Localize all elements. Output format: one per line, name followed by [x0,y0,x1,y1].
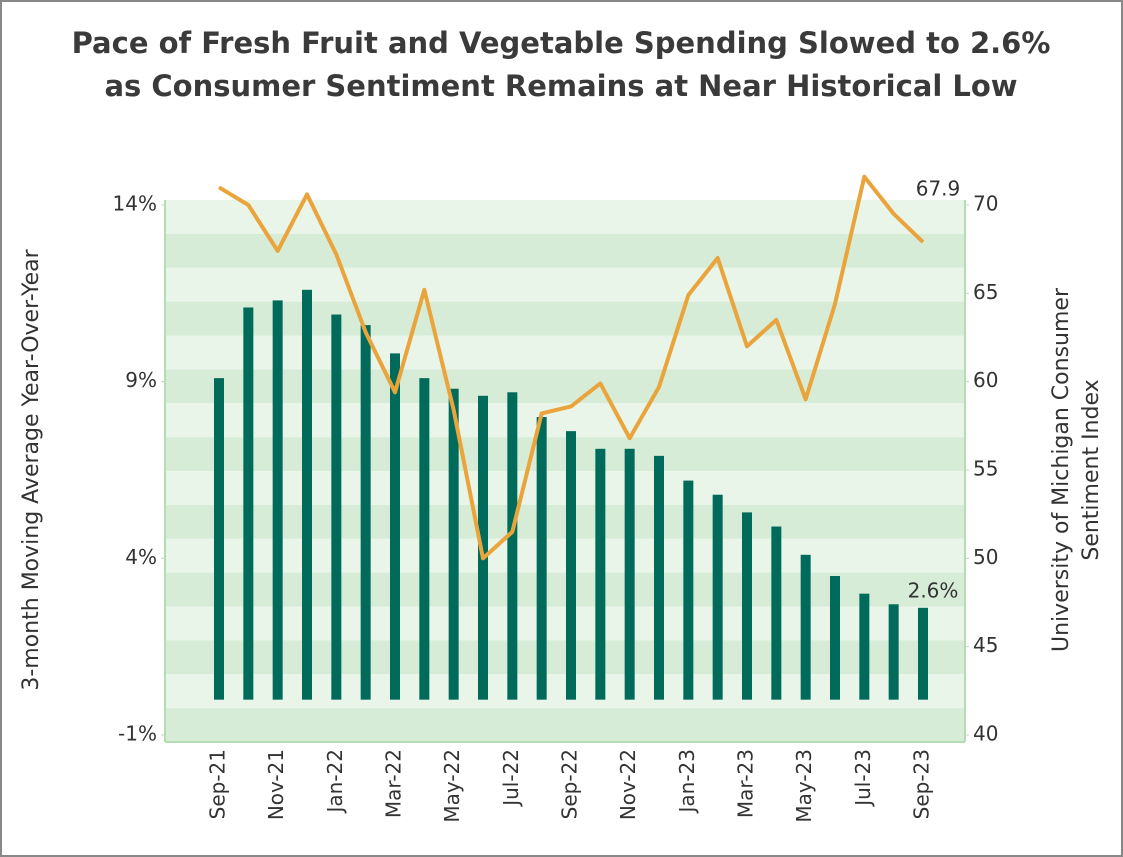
stripe [165,708,965,742]
stripe [165,674,965,709]
bar [331,314,342,700]
x-tick-label: Sep-22 [558,749,582,819]
x-tick-label: Nov-21 [264,749,288,820]
stripe [165,471,965,505]
bar [302,289,312,700]
bar [448,388,459,700]
bar [859,593,870,700]
bar [683,480,694,700]
x-tick-label: Jul-22 [499,749,523,808]
x-tick-label: Jul-23 [851,749,875,808]
y2-axis-title: Sentiment Index [1079,379,1104,560]
stripe [165,572,965,607]
x-tick-label: Sep-21 [206,749,230,819]
data-label: 67.9 [916,177,961,201]
y2-tick-label: 50 [973,545,998,569]
bar [800,554,811,700]
stripe [165,369,965,404]
x-tick-label: Jan-23 [675,749,699,815]
bar [478,395,488,700]
bar [918,607,928,700]
bar [360,325,371,700]
bar [507,392,518,700]
y2-tick-label: 55 [973,457,998,481]
stripe [165,301,965,336]
chart-title: as Consumer Sentiment Remains at Near Hi… [104,69,1017,103]
bar [390,353,400,700]
bar [536,417,547,700]
x-tick-label: May-22 [440,749,464,823]
bar [272,300,283,700]
y-axis-title: 3-month Moving Average Year-Over-Year [19,248,44,690]
bar [419,378,430,700]
bar [654,455,664,700]
stripe [165,200,965,234]
stripe [165,267,965,302]
stripe [165,335,965,370]
data-label: 2.6% [908,578,959,602]
stripe [165,233,965,268]
stripe [165,538,965,573]
x-tick-label: May-23 [792,749,816,823]
bar [624,448,635,700]
y2-tick-label: 40 [973,722,998,746]
bar [566,431,576,700]
y-tick-label: 14% [113,192,157,216]
y-tick-label: -1% [118,722,157,746]
y-tick-label: 4% [125,545,157,569]
stripe [165,606,965,641]
y-tick-label: 9% [125,368,157,392]
stripe [165,504,965,539]
bar [771,526,782,700]
stripe [165,640,965,675]
x-tick-label: Mar-22 [382,749,406,818]
bar [243,307,254,700]
bar [214,378,224,700]
stripe [165,437,965,471]
x-tick-label: Nov-22 [616,749,640,820]
x-tick-label: Mar-23 [734,749,758,818]
x-tick-label: Sep-23 [910,749,934,819]
chart-title: Pace of Fresh Fruit and Vegetable Spendi… [72,26,1051,60]
y2-tick-label: 70 [973,192,998,216]
bar [830,576,840,700]
bar [712,494,723,700]
bar [742,512,752,700]
y2-tick-label: 45 [973,633,998,657]
y2-tick-label: 60 [973,368,998,392]
y2-tick-label: 65 [973,280,998,304]
line [217,174,925,561]
bar [888,604,899,700]
y2-axis-title: University of Michigan Consumer [1049,287,1074,652]
plot-background [164,200,966,743]
bar [595,448,606,700]
x-tick-label: Jan-22 [323,749,347,815]
